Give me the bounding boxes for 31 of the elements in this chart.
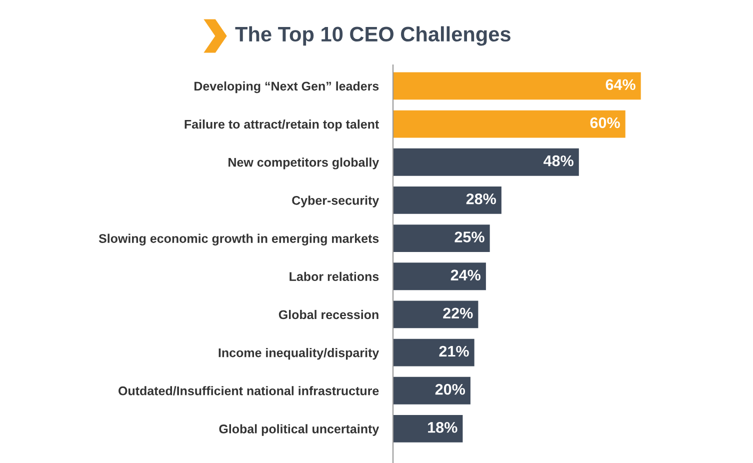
bar (393, 300, 478, 328)
y-tick-label: New competitors globally (228, 158, 380, 170)
data-label: 48% (544, 155, 574, 166)
y-tick-label: Outdated/Insufficient national infrastructure (118, 386, 379, 396)
y-tick-label: Global recession (278, 310, 378, 320)
y-tick-label: Cyber-security (292, 196, 380, 208)
data-label: 22% (443, 308, 473, 319)
y-tick-label: Developing “Next Gen” leaders (194, 81, 379, 94)
y-tick-label: Income inequality/disparity (218, 348, 380, 360)
data-label: 25% (454, 232, 484, 242)
bar (393, 148, 579, 176)
bar (393, 376, 470, 404)
chart-title: The Top 10 CEO Challenges (235, 26, 510, 46)
bar (393, 338, 474, 366)
bar (393, 186, 502, 214)
bar (393, 72, 641, 100)
bar (393, 110, 626, 138)
data-label: 20% (435, 384, 466, 395)
y-tick-label: Labor relations (290, 272, 379, 282)
data-label: 64% (606, 79, 636, 90)
y-tick-label: Global political uncertainty (219, 424, 380, 436)
bar (393, 415, 463, 442)
bar (393, 262, 486, 290)
y-tick-label: Slowing economic growth in emerging markets (98, 234, 379, 246)
y-tick-label: Failure to attract/retain top talent (184, 120, 379, 132)
data-label: 28% (466, 193, 496, 204)
data-label: 24% (450, 270, 481, 280)
data-label: 21% (439, 346, 469, 357)
data-label: 60% (590, 117, 620, 128)
bar (393, 224, 490, 252)
data-label: 18% (428, 422, 458, 433)
